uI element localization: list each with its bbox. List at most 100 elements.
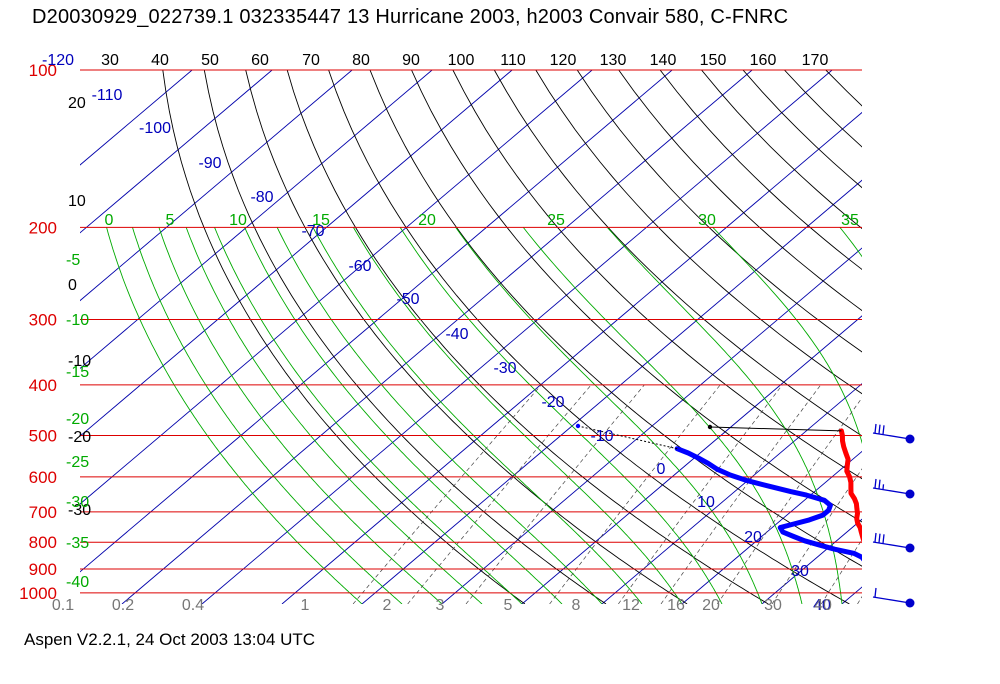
- isotherm-line: [841, 586, 862, 604]
- mixing-ratio-line: [352, 384, 542, 604]
- isotherm-line: [80, 70, 273, 234]
- temperature-tip-dot: [707, 424, 713, 430]
- mixing-ratio-label: 2: [383, 597, 392, 614]
- moist-adiabat-top-label: 15: [312, 212, 330, 229]
- isotherm-line: [281, 111, 862, 604]
- mixing-ratio-line: [717, 397, 862, 604]
- moist-adiabat-line: [276, 227, 603, 604]
- pressure-label: 1000: [19, 584, 57, 603]
- isotherm-line: [601, 383, 862, 604]
- pressure-label: 900: [29, 560, 57, 579]
- mixing-ratio-label: 1: [301, 597, 310, 614]
- isotherm-line: [441, 247, 862, 604]
- isotherm-line: [121, 70, 753, 604]
- wind-barb: [872, 478, 915, 499]
- pressure-label: 600: [29, 468, 57, 487]
- isotherm-line: [521, 315, 862, 604]
- moist-adiabat-line: [185, 227, 483, 604]
- top-scale-label: 140: [650, 52, 677, 69]
- mixing-ratio-label: 3: [436, 597, 445, 614]
- dry-adiabat-line: [825, 70, 862, 107]
- isotherm-line: [201, 70, 833, 604]
- isotherm-label: -20: [541, 394, 564, 411]
- top-scale-label: 50: [201, 52, 219, 69]
- mixing-ratio-line: [820, 538, 862, 604]
- mixing-ratio-label: 8: [572, 597, 581, 614]
- temperature-tip: [709, 426, 842, 432]
- dry-adiabat-label: -10: [68, 353, 91, 370]
- dewpoint-tip-dot: [575, 423, 581, 429]
- isotherm-label: -60: [348, 258, 371, 275]
- isotherm-label: -50: [396, 291, 419, 308]
- mixing-ratio-line: [618, 384, 783, 604]
- dry-adiabat-line: [286, 70, 769, 604]
- dry-adiabat-line: [701, 70, 862, 230]
- moist-adiabat-line: [158, 227, 443, 604]
- isotherm-label: -40: [445, 326, 468, 343]
- isotherm-label: -80: [250, 189, 273, 206]
- top-scale-label: 170: [802, 52, 829, 69]
- isotherm-line: [681, 450, 862, 604]
- pressure-label: 200: [29, 218, 57, 237]
- dry-adiabat-line: [245, 70, 688, 604]
- moist-adiabat-top-label: 0: [105, 212, 114, 229]
- mixing-ratio-label: 20: [702, 597, 720, 614]
- moist-adiabat-label: -5: [66, 252, 80, 269]
- top-scale-label: 70: [302, 52, 320, 69]
- isotherm-label: -110: [92, 87, 123, 104]
- dry-adiabat-line: [742, 70, 862, 189]
- mixing-ratio-line: [771, 468, 862, 604]
- isotherm-line: [80, 70, 353, 302]
- isotherm-line: [80, 70, 593, 505]
- mixing-ratio-label: 40: [814, 597, 832, 614]
- dry-adiabat-line: [909, 70, 1000, 604]
- isotherm-line: [80, 70, 673, 573]
- isotherm-label: -90: [198, 155, 221, 172]
- dry-adiabat-line: [493, 70, 862, 437]
- moist-adiabat-top-label: 20: [418, 212, 436, 229]
- chart-title: D20030929_022739.1 032335447 13 Hurrican…: [32, 6, 789, 28]
- pressure-label: 400: [29, 376, 57, 395]
- isotherm-label: 30: [791, 563, 809, 580]
- mixing-ratio-line: [979, 385, 1000, 604]
- dry-adiabat-line: [328, 70, 850, 604]
- dry-adiabat-line: [867, 70, 1000, 604]
- dry-adiabat-label: 10: [68, 193, 86, 210]
- top-scale-label: -120: [42, 52, 74, 69]
- isotherm-line: [922, 70, 1000, 604]
- dry-adiabat-line: [452, 70, 862, 480]
- top-scale-label: 150: [700, 52, 727, 69]
- footer-version: Aspen V2.2.1, 24 Oct 2003 13:04 UTC: [24, 630, 316, 649]
- dewpoint-tip: [577, 425, 678, 450]
- mixing-ratio-label: 0.2: [112, 597, 134, 614]
- top-scale-label: 130: [600, 52, 627, 69]
- mixing-ratio-label: 0.1: [52, 597, 74, 614]
- pressure-label: 700: [29, 503, 57, 522]
- moist-adiabat-line: [312, 227, 643, 604]
- pressure-label: 500: [29, 427, 57, 446]
- isotherm-label: -10: [590, 428, 613, 445]
- moist-adiabat-top-label: 30: [698, 212, 716, 229]
- isotherm-line: [80, 70, 433, 369]
- mixing-ratio-line: [549, 384, 721, 604]
- mixing-ratio-line: [660, 384, 822, 604]
- dry-adiabat-line: [992, 70, 1000, 604]
- dry-adiabat-label: -20: [68, 429, 91, 446]
- isotherm-label: -70: [301, 223, 324, 240]
- isotherm-label: -100: [139, 120, 171, 137]
- isotherm-label: 40: [813, 597, 831, 614]
- pressure-label: 300: [29, 310, 57, 329]
- moist-adiabat-top-label: 25: [547, 212, 565, 229]
- moist-adiabat-label: -10: [66, 312, 89, 329]
- dry-adiabat-label: -30: [68, 502, 91, 519]
- moist-adiabat-line: [606, 227, 843, 604]
- mixing-ratio-label: 16: [667, 597, 685, 614]
- top-scale-label: 120: [550, 52, 577, 69]
- moist-adiabat-line: [214, 227, 523, 604]
- moist-adiabat-top-label: 5: [166, 212, 175, 229]
- mixing-ratio-label: 5: [504, 597, 513, 614]
- mixing-ratio-label: 0.4: [182, 597, 204, 614]
- mixing-ratio-line: [886, 385, 1000, 604]
- dry-adiabat-line: [535, 70, 862, 395]
